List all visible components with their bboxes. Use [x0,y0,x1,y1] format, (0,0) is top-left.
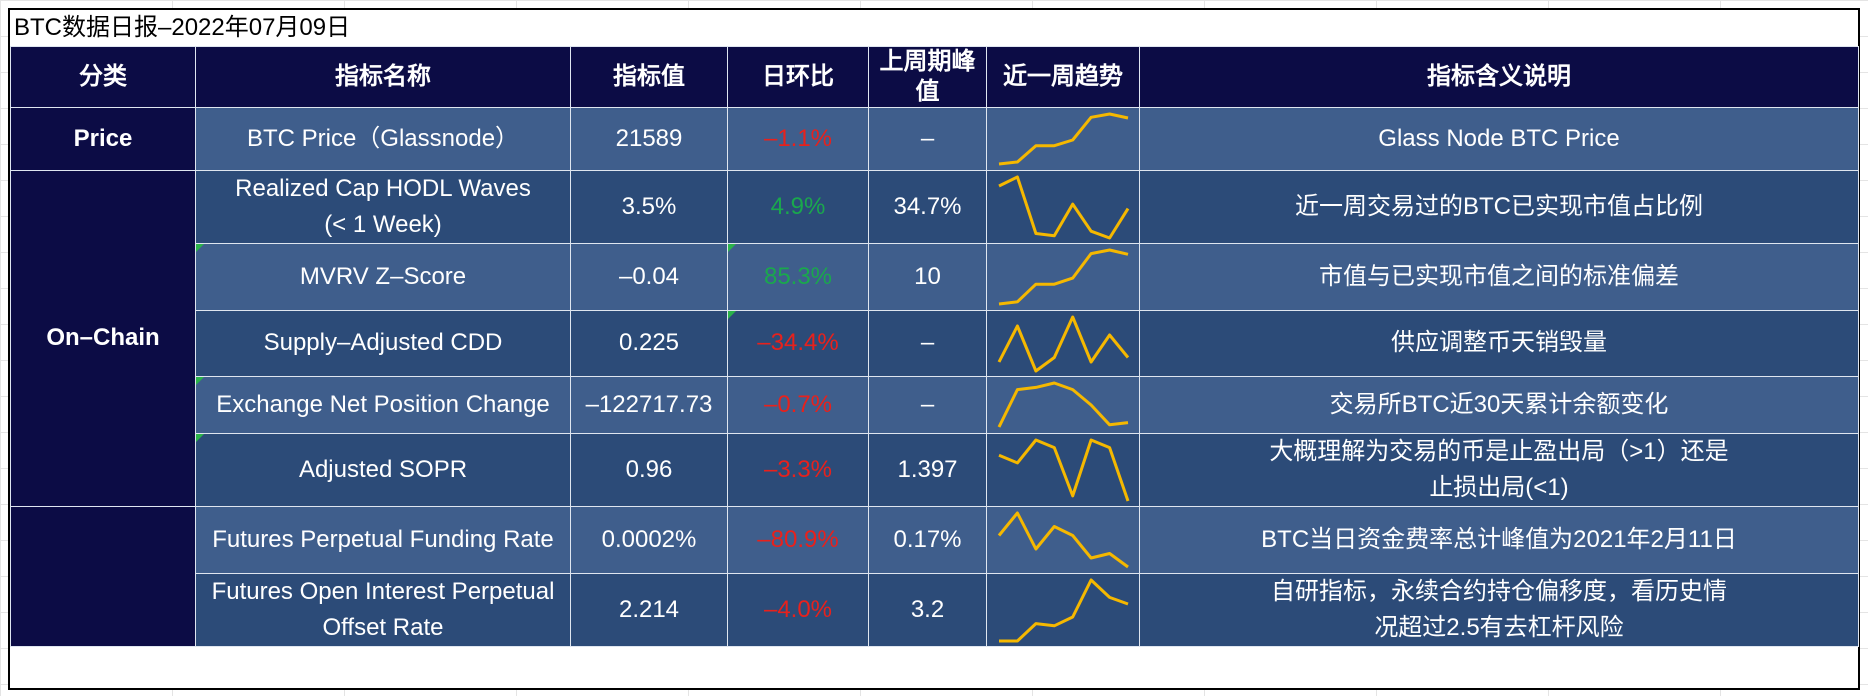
last-peak-cell[interactable]: 34.7% [868,169,987,245]
daily-change-cell[interactable]: –1.1% [727,107,869,171]
trend-sparkline [998,248,1129,306]
metric-name-cell[interactable]: MVRV Z–Score [195,243,571,311]
table-row: Futures Perpetual Funding Rate 0.0002% –… [10,506,1859,648]
report-sheet: BTC数据日报–2022年07月09日 分类 指标名称 指标值 日环比 上周期峰… [8,8,1860,690]
header-description[interactable]: 指标含义说明 [1139,46,1859,108]
description-cell[interactable]: 自研指标，永续合约持仓偏移度，看历史情 况超过2.5有去杠杆风险 [1139,572,1859,648]
last-peak-cell[interactable]: 3.2 [868,572,987,648]
daily-change-cell[interactable]: –3.3% [727,432,869,508]
last-peak-cell[interactable]: 10 [868,243,987,311]
daily-change-cell[interactable]: –34.4% [727,309,869,378]
table-row: MVRV Z–Score –0.04 85.3% 10 市值与已实现市值之间的标… [11,243,1859,311]
description-line: 止损出局(<1) [1429,474,1569,502]
last-peak-cell[interactable]: – [868,309,987,378]
category-derivatives[interactable] [10,506,196,648]
description-line: 况超过2.5有去杠杆风险 [1374,614,1624,642]
sparkline-line [998,438,1130,502]
metric-value-cell[interactable]: 0.96 [570,432,728,508]
metric-value-cell[interactable]: –122717.73 [570,376,728,434]
last-peak-cell[interactable]: – [868,107,987,171]
description-cell[interactable]: 交易所BTC近30天累计余额变化 [1139,376,1859,434]
metric-name-cell[interactable]: Supply–Adjusted CDD [195,309,571,378]
metric-name-cell[interactable]: Adjusted SOPR [195,432,571,508]
sparkline-line [997,315,1130,373]
trend-sparkline [998,175,1130,240]
daily-change-cell[interactable]: –80.9% [727,506,869,574]
description-cell[interactable]: BTC当日资金费率总计峰值为2021年2月11日 [1139,506,1859,574]
table-row: On–Chain Realized Cap HODL Waves (< 1 Wee… [10,169,1859,508]
header-category[interactable]: 分类 [10,46,196,108]
header-metric-name[interactable]: 指标名称 [195,46,571,108]
trend-sparkline-cell[interactable] [986,243,1140,311]
report-title[interactable]: BTC数据日报–2022年07月09日 [10,10,1858,46]
trend-sparkline-cell[interactable] [986,376,1140,434]
metric-value-cell[interactable]: 21589 [570,107,728,171]
sparkline-line [999,578,1129,643]
trend-sparkline [998,112,1129,166]
metrics-table: 分类 指标名称 指标值 日环比 上周期峰值 近一周趋势 指标含义说明 Price… [10,46,1859,648]
metric-name-cell[interactable]: Futures Open Interest Perpetual Offset Ra… [195,572,571,648]
trend-sparkline-cell[interactable] [986,506,1140,574]
metric-name-cell[interactable]: Realized Cap HODL Waves (< 1 Week) [195,169,571,245]
sparkline-line [997,511,1129,569]
table-row: Exchange Net Position Change –122717.73 … [11,376,1859,434]
description-line: 大概理解为交易的币是止盈出局（>1）还是 [1269,438,1729,466]
metric-value-cell[interactable]: 2.214 [570,572,728,648]
metric-name-line: Realized Cap HODL Waves [235,174,531,202]
header-metric-value[interactable]: 指标值 [570,46,728,108]
last-peak-cell[interactable]: – [868,376,987,434]
metric-name-cell[interactable]: Futures Perpetual Funding Rate [195,506,571,574]
metric-name-line: Offset Rate [322,614,444,642]
metric-value-cell[interactable]: 0.225 [570,309,728,378]
trend-sparkline-cell[interactable] [986,107,1140,171]
table-row: Supply–Adjusted CDD 0.225 –34.4% – 供应调整币… [11,309,1859,378]
sparkline-line [998,112,1129,166]
trend-sparkline [997,381,1129,428]
metric-name-cell[interactable]: Exchange Net Position Change [195,376,571,434]
trend-sparkline [997,511,1129,569]
metric-value-cell[interactable]: 0.0002% [570,506,728,574]
sparkline-line [998,175,1130,240]
last-peak-cell[interactable]: 1.397 [868,432,987,508]
header-last-peak[interactable]: 上周期峰值 [868,46,987,108]
trend-sparkline-cell[interactable] [986,309,1140,378]
description-cell[interactable]: Glass Node BTC Price [1139,107,1859,171]
sparkline-line [997,381,1129,428]
category-price[interactable]: Price [10,107,196,171]
header-row: 分类 指标名称 指标值 日环比 上周期峰值 近一周趋势 指标含义说明 [10,46,1859,108]
description-line: 自研指标，永续合约持仓偏移度，看历史情 [1271,578,1727,606]
metric-value-cell[interactable]: –0.04 [570,243,728,311]
metric-name-line: Futures Open Interest Perpetual [211,578,555,606]
table-row: Price BTC Price（Glassnode） 21589 –1.1% –… [10,107,1859,171]
daily-change-cell[interactable]: 4.9% [727,169,869,245]
metric-name-line: (< 1 Week) [324,210,442,238]
description-cell[interactable]: 市值与已实现市值之间的标准偏差 [1139,243,1859,311]
trend-sparkline [999,578,1129,643]
trend-sparkline [997,315,1130,373]
trend-sparkline-cell[interactable] [986,432,1140,508]
daily-change-cell[interactable]: 85.3% [727,243,869,311]
daily-change-cell[interactable]: –4.0% [727,572,869,648]
trend-sparkline-cell[interactable] [986,572,1140,648]
header-daily-change[interactable]: 日环比 [727,46,869,108]
description-cell[interactable]: 近一周交易过的BTC已实现市值占比例 [1139,169,1859,245]
trend-sparkline-cell[interactable] [986,169,1140,245]
description-cell[interactable]: 供应调整币天销毁量 [1139,309,1859,378]
header-weekly-trend[interactable]: 近一周趋势 [986,46,1140,108]
trend-sparkline [998,438,1130,502]
sparkline-line [998,248,1129,306]
category-onchain[interactable]: On–Chain [10,169,196,508]
metric-value-cell[interactable]: 3.5% [570,169,728,245]
description-cell[interactable]: 大概理解为交易的币是止盈出局（>1）还是 止损出局(<1) [1139,432,1859,508]
daily-change-cell[interactable]: –0.7% [727,376,869,434]
last-peak-cell[interactable]: 0.17% [868,506,987,574]
metric-name-cell[interactable]: BTC Price（Glassnode） [195,107,571,171]
table-row: Futures Open Interest Perpetual Offset Ra… [11,572,1859,648]
table-row: Adjusted SOPR 0.96 –3.3% 1.397 大概理解为交易的币… [11,432,1859,508]
